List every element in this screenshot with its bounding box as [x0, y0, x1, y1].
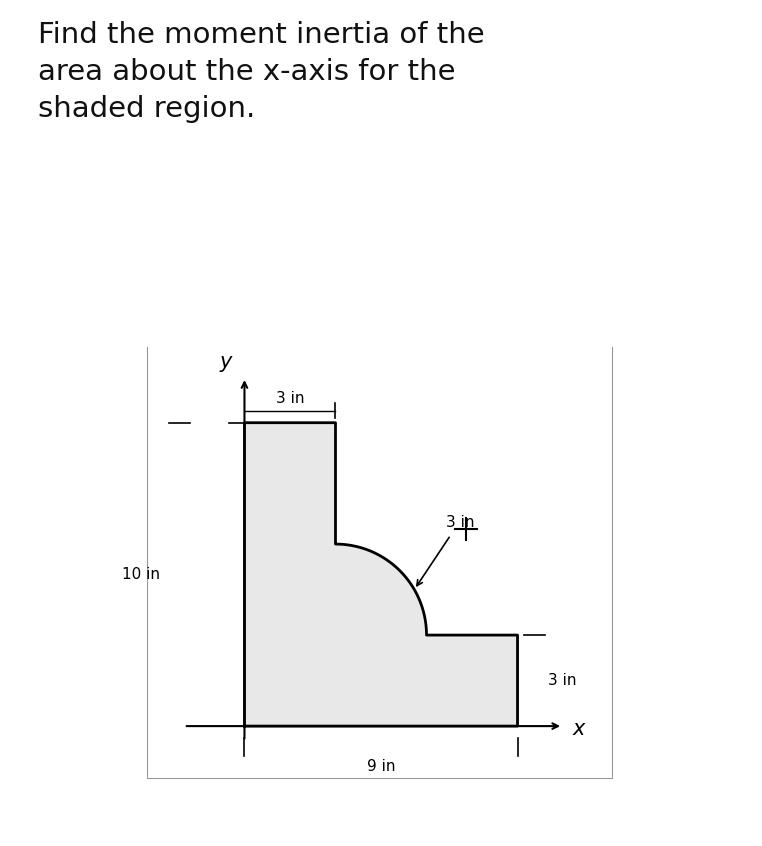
Text: 10 in: 10 in: [121, 567, 159, 582]
Text: $y$: $y$: [219, 354, 234, 374]
Text: 3 in: 3 in: [548, 673, 576, 688]
Polygon shape: [245, 423, 517, 726]
Text: 3 in: 3 in: [276, 391, 304, 406]
Text: 9 in: 9 in: [367, 760, 395, 774]
Text: $x$: $x$: [572, 720, 588, 739]
Text: 3 in: 3 in: [447, 515, 475, 530]
Text: Find the moment inertia of the
area about the x-axis for the
shaded region.: Find the moment inertia of the area abou…: [38, 21, 485, 123]
